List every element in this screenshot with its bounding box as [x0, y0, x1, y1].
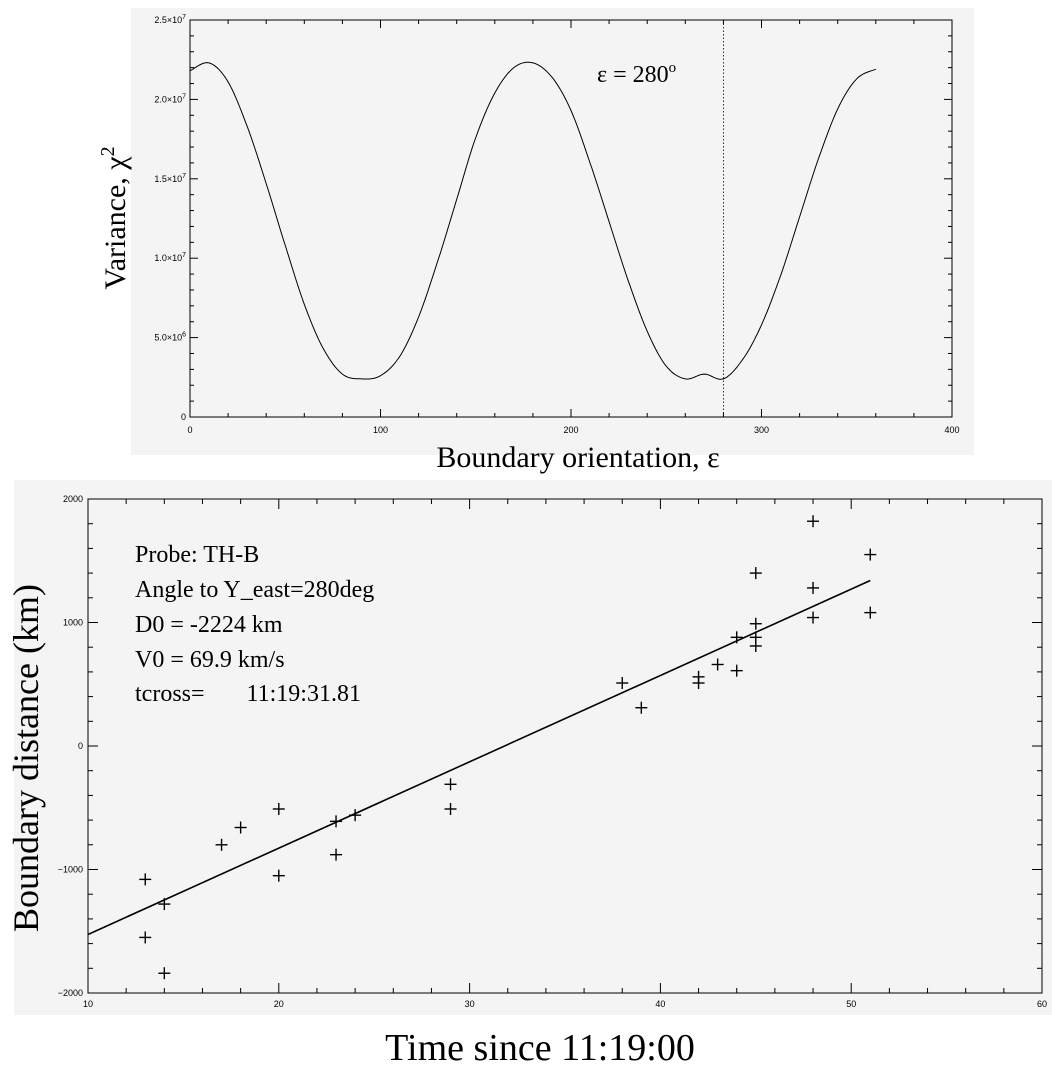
data-point-plus	[616, 677, 629, 690]
data-point-plus	[215, 838, 228, 851]
variance-curve	[189, 61, 877, 380]
variance-x-axis-title: Boundary orientation, ε	[436, 441, 719, 474]
data-point-plus	[711, 658, 724, 671]
info-box: Probe: TH-B Angle to Y_east=280deg D0 = …	[135, 542, 374, 707]
x-tick-label: 50	[846, 999, 856, 1009]
x-tick-label: 20	[274, 999, 284, 1009]
data-point-plus	[730, 664, 743, 677]
linear-fit-line	[87, 579, 871, 936]
data-point-plus	[807, 515, 820, 528]
y-tick-label: 2.5×107	[154, 14, 186, 25]
info-line-d0: D0 = -2224 km	[135, 612, 283, 638]
y-tick-label: 5.0×106	[154, 332, 186, 343]
data-point-plus	[864, 548, 877, 561]
info-line-tcross: tcross= 11:19:31.81	[135, 681, 361, 707]
data-points	[139, 515, 877, 980]
x-tick-label: 200	[563, 425, 578, 435]
data-point-plus	[749, 639, 762, 652]
x-tick-label: 0	[187, 425, 192, 435]
variance-axis-ticks: 0 100 200 300 400 0 5.0×106 1.0×107 1.5×107 2.0×1…	[154, 14, 959, 435]
data-point-plus	[730, 631, 743, 644]
y-tick-label: 2.0×107	[154, 93, 186, 104]
variance-chart-background	[131, 8, 974, 455]
distance-y-axis-title: Boundary distance (km)	[6, 584, 46, 932]
y-tick-label: 0	[78, 741, 83, 751]
y-tick-label: 2000	[63, 494, 83, 504]
data-point-plus	[807, 581, 820, 594]
info-line-angle: Angle to Y_east=280deg	[135, 577, 374, 603]
data-point-plus	[158, 898, 171, 911]
x-tick-label: 60	[1037, 999, 1047, 1009]
data-point-plus	[158, 967, 171, 980]
data-point-plus	[635, 701, 648, 714]
distance-axis-ticks: 10 20 30 40 50 60 −2000 −1000 0 1000 2000	[58, 494, 1047, 1009]
epsilon-annotation: ε = 280o	[597, 60, 676, 88]
data-point-plus	[749, 617, 762, 630]
y-tick-label: 1000	[63, 618, 83, 628]
x-tick-label: 30	[465, 999, 475, 1009]
x-tick-label: 400	[944, 425, 959, 435]
x-tick-label: 100	[373, 425, 388, 435]
y-tick-label: −1000	[58, 865, 83, 875]
data-point-plus	[349, 809, 362, 822]
data-point-plus	[272, 869, 285, 882]
data-point-plus	[139, 931, 152, 944]
data-point-plus	[864, 606, 877, 619]
x-tick-label: 300	[754, 425, 769, 435]
x-tick-label: 40	[655, 999, 665, 1009]
variance-chart: 0 100 200 300 400 0 5.0×106 1.0×107 1.5×107 2.0×1…	[97, 8, 974, 474]
variance-y-axis-title: Variance, χ2	[97, 146, 132, 289]
data-point-plus	[807, 611, 820, 624]
data-point-plus	[139, 873, 152, 886]
data-point-plus	[444, 778, 457, 791]
info-line-v0: V0 = 69.9 km/s	[135, 647, 285, 673]
data-point-plus	[749, 567, 762, 580]
y-tick-label: −2000	[58, 988, 83, 998]
data-point-plus	[234, 821, 247, 834]
data-point-plus	[272, 802, 285, 815]
distance-x-axis-title: Time since 11:19:00	[385, 1027, 695, 1069]
distance-chart-background	[14, 480, 1052, 1015]
y-tick-label: 1.0×107	[154, 252, 186, 263]
distance-chart: 10 20 30 40 50 60 −2000 −1000 0 1000 2000 Probe: T…	[6, 480, 1052, 1069]
data-point-plus	[330, 848, 343, 861]
info-line-probe: Probe: TH-B	[135, 542, 259, 568]
data-point-plus	[444, 802, 457, 815]
y-tick-label: 1.5×107	[154, 173, 186, 184]
y-tick-label: 0	[181, 412, 186, 422]
data-point-plus	[330, 815, 343, 828]
data-point-plus	[692, 677, 705, 690]
x-tick-label: 10	[83, 999, 93, 1009]
